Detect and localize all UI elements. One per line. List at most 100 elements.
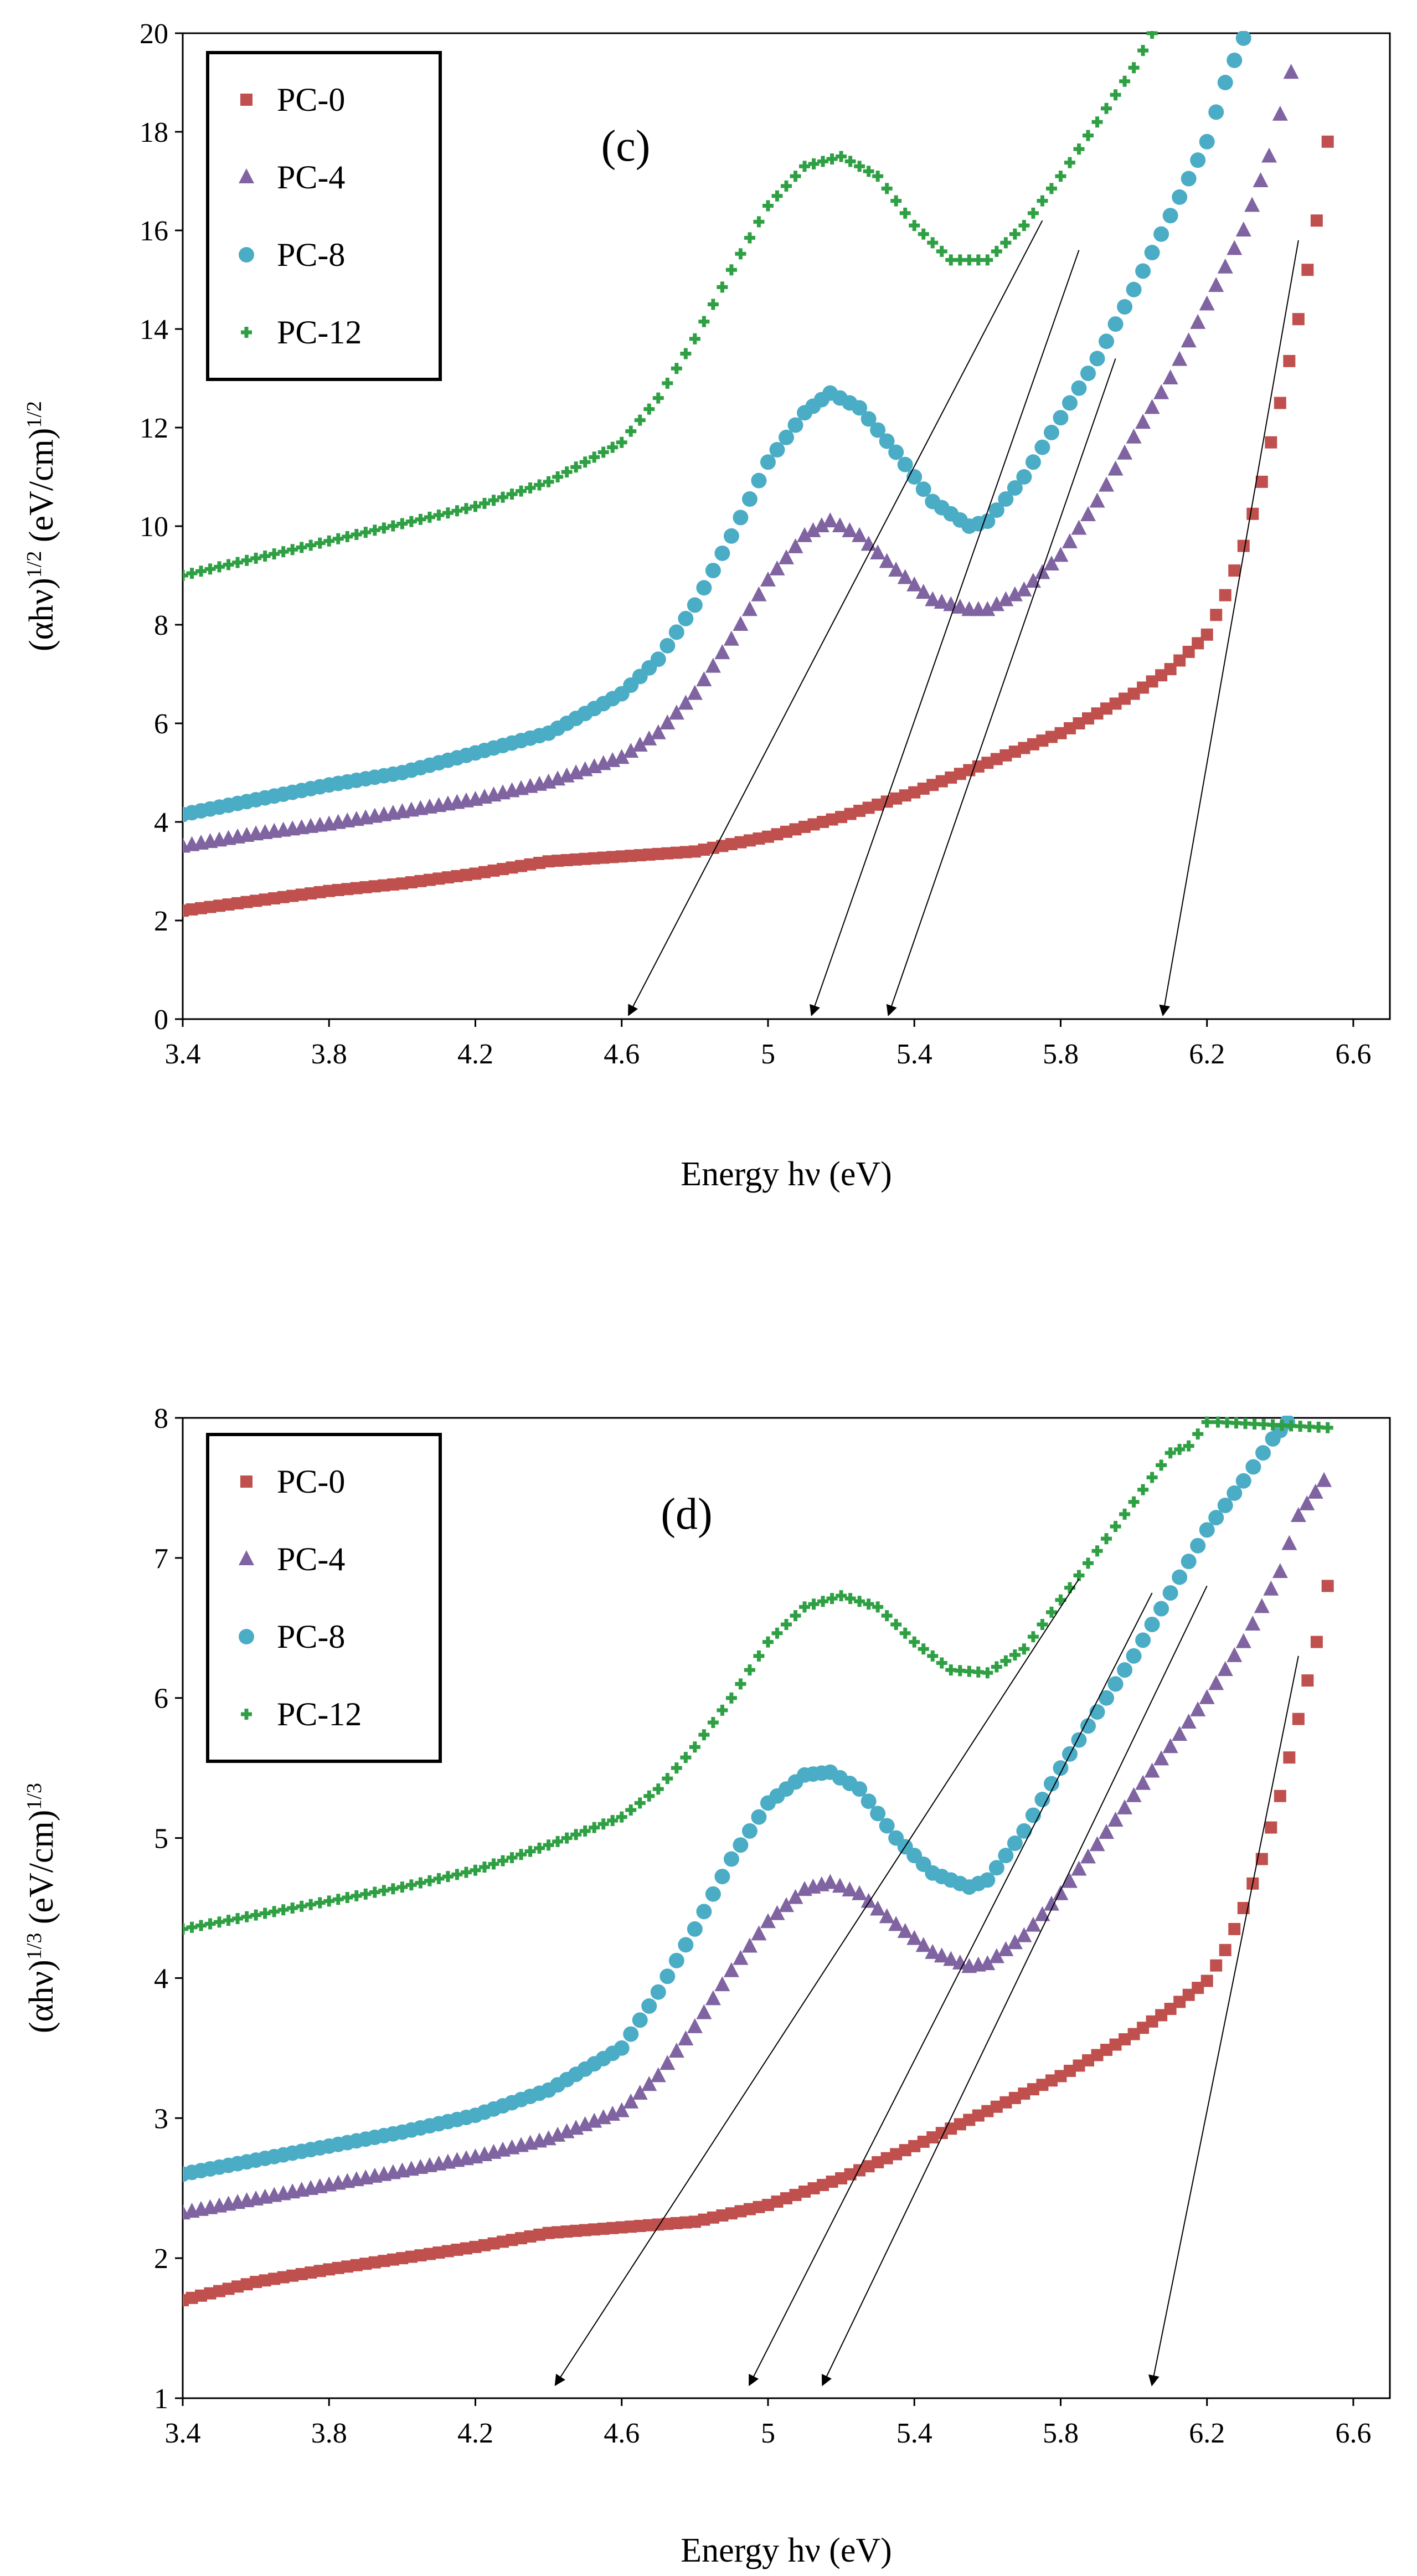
PC-4-point: [733, 616, 749, 631]
PC-0-point: [259, 2274, 271, 2287]
PC-4-point: [1062, 1873, 1078, 1888]
PC-8-point: [870, 422, 886, 438]
PC-12-point: [1045, 183, 1057, 194]
PC-8-point: [1190, 1538, 1206, 1554]
PC-4-point: [1025, 1916, 1041, 1932]
PC-4-point: [1117, 444, 1133, 460]
PC-12-point: [909, 220, 920, 232]
PC-0-point: [615, 850, 628, 863]
PC-12-point: [369, 525, 380, 536]
PC-12-point: [899, 1627, 911, 1639]
PC-0-point: [807, 818, 820, 831]
PC-0-point: [1045, 731, 1058, 743]
PC-12-point: [497, 1855, 509, 1867]
PC-12-point: [854, 161, 865, 172]
PC-12-point: [799, 1601, 811, 1613]
PC-0-point: [1091, 2049, 1104, 2061]
PC-12-point: [817, 1596, 829, 1607]
PC-0-point: [1036, 734, 1049, 747]
PC-0-point: [460, 2242, 472, 2255]
PC-12-point: [269, 548, 280, 560]
x-tick-label: 3.4: [165, 2418, 201, 2449]
PC-4-point: [779, 1897, 794, 1912]
PC-12-point: [1000, 237, 1012, 249]
PC-12-point: [415, 513, 426, 525]
PC-0-point: [1018, 2087, 1030, 2100]
PC-0-point: [295, 2268, 308, 2280]
PC-4-point: [787, 1889, 803, 1904]
PC-8-point: [1162, 208, 1178, 224]
PC-4-point: [897, 569, 913, 584]
PC-12-point: [396, 518, 408, 529]
x-tick-label: 3.8: [311, 1038, 347, 1070]
PC-0-point: [625, 850, 637, 862]
legend-label: PC-4: [277, 1541, 345, 1577]
PC-4-point: [741, 1937, 758, 1953]
PC-4-point: [1153, 384, 1169, 399]
PC-0-point: [652, 847, 664, 860]
PC-4-point: [668, 705, 684, 720]
PC-0-point: [414, 875, 427, 887]
PC-0-point: [999, 749, 1012, 762]
PC-0-point: [1164, 2003, 1177, 2015]
PC-12-point: [634, 1797, 646, 1809]
PC-12-point: [1156, 1459, 1167, 1471]
PC-12-point: [1055, 171, 1066, 182]
PC-8-point: [1016, 1823, 1032, 1839]
PC-4-point: [751, 586, 767, 601]
PC-0-point: [899, 2144, 911, 2157]
PC-0-point: [414, 2249, 427, 2262]
PC-8-point: [1153, 1601, 1169, 1617]
PC-8-point: [1199, 1522, 1215, 1538]
PC-0-point: [560, 853, 573, 866]
PC-4-point: [1053, 1885, 1069, 1900]
PC-8-point: [1126, 281, 1142, 297]
PC-12-point: [424, 511, 435, 523]
PC-4-point: [1043, 1895, 1059, 1911]
PC-12-point: [662, 377, 673, 389]
PC-8-point: [1181, 1554, 1197, 1570]
PC-0-point: [917, 2135, 930, 2148]
PC-0-point: [1127, 2028, 1140, 2040]
x-axis-title: Energy hν (eV): [681, 1155, 892, 1193]
y-axis-title: (αhν)1/3 (eV/cm)1/3: [23, 1783, 60, 2033]
PC-12-point: [1000, 1655, 1012, 1667]
PC-0-point: [1155, 2009, 1168, 2022]
PC-12-point: [378, 522, 390, 534]
PC-4-point: [678, 695, 694, 710]
PC-12-point: [826, 153, 838, 164]
PC-0-point: [579, 2224, 591, 2236]
PC-0-point: [183, 2294, 189, 2306]
y-tick-label: 3: [154, 2103, 168, 2135]
PC-8-point: [988, 502, 1004, 518]
x-tick-label: 5.8: [1043, 1038, 1079, 1070]
PC-4-point: [1172, 1726, 1188, 1741]
PC-0-point: [432, 872, 445, 885]
PC-12-point: [183, 570, 188, 581]
legend: PC-0 PC-4 PC-8 PC-12: [206, 51, 442, 381]
extrapolation-arrow: [821, 1585, 1208, 2387]
PC-8-point: [988, 1860, 1004, 1876]
PC-8-point: [1080, 366, 1096, 382]
PC-12-point: [844, 1593, 856, 1605]
PC-12-point: [460, 503, 472, 515]
PC-8-point: [678, 1937, 694, 1953]
x-tick-label: 5: [761, 2418, 775, 2449]
PC-12-point: [1064, 157, 1075, 168]
PC-0-point: [552, 2226, 564, 2239]
PC-4-point: [1172, 351, 1188, 366]
PC-12-point: [707, 299, 719, 310]
PC-4-point: [1307, 1483, 1323, 1499]
PC-4-point: [1153, 1750, 1169, 1766]
PC-8-point: [1172, 189, 1188, 205]
PC-0-point: [195, 902, 208, 914]
PC-0-point: [1274, 1790, 1286, 1802]
x-axis-title: Energy hν (eV): [681, 2532, 892, 2569]
PC-4-point: [1263, 1580, 1279, 1596]
PC-12-point: [589, 451, 600, 463]
series-PC-12: [183, 1416, 1333, 1935]
PC-0-point: [441, 871, 454, 884]
PC-12-point: [836, 1590, 847, 1602]
PC-4-point: [769, 560, 785, 575]
PC-12-point: [424, 1875, 435, 1886]
